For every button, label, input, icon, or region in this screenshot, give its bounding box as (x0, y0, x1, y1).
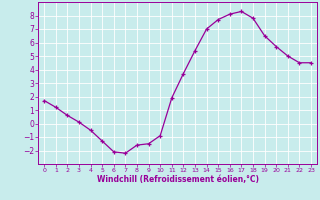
X-axis label: Windchill (Refroidissement éolien,°C): Windchill (Refroidissement éolien,°C) (97, 175, 259, 184)
